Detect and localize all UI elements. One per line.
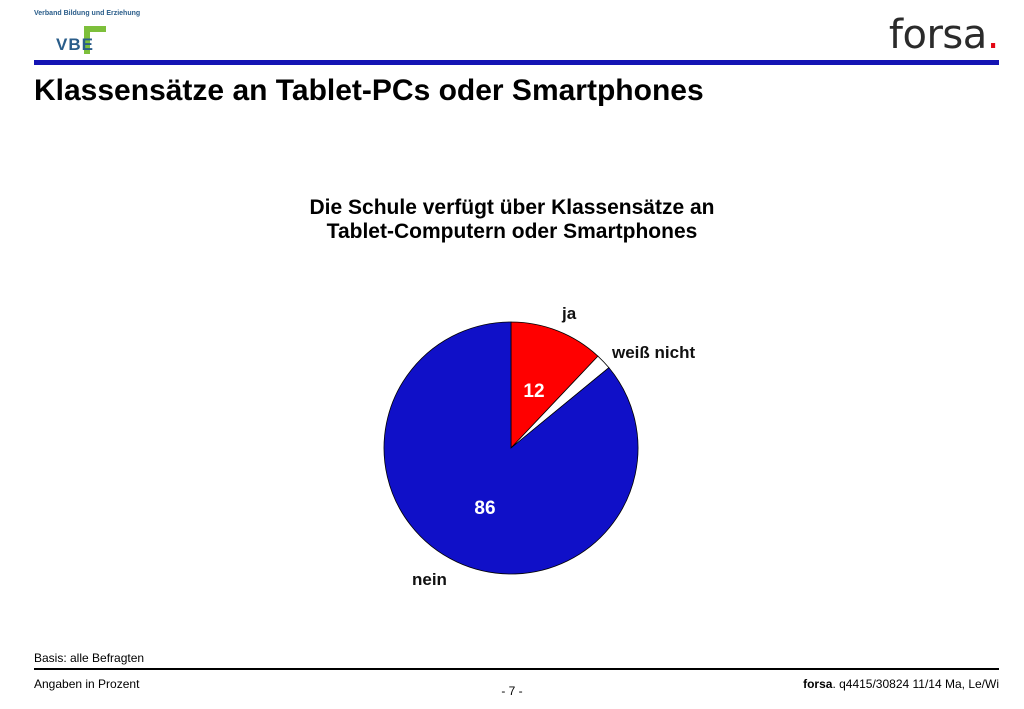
footer-reference-brand: forsa (803, 677, 833, 691)
pie-slice-ja (510, 321, 599, 450)
chart-title: Die Schule verfügt über Klassensätze an … (0, 196, 1024, 244)
chart-title-line-1: Die Schule verfügt über Klassensätze an (309, 196, 715, 219)
page-number: - 7 - (501, 684, 523, 698)
forsa-logo: forsa. (888, 12, 1000, 58)
vbe-logo-subtitle: Verband Bildung und Erziehung (34, 10, 141, 17)
vbe-logo: Verband Bildung und Erziehung VBE (34, 10, 140, 58)
value-ja: 12 (523, 381, 544, 402)
label-nein: nein (412, 570, 447, 589)
header-rule (34, 60, 999, 65)
unit-note: Angaben in Prozent (34, 677, 140, 691)
label-ja: ja (561, 304, 577, 323)
value-nein: 86 (474, 498, 495, 519)
basis-note: Basis: alle Befragten (34, 651, 145, 665)
forsa-logo-text: forsa (888, 12, 987, 58)
forsa-logo-dot: . (986, 12, 1000, 58)
page-title: Klassensätze an Tablet-PCs oder Smartpho… (34, 74, 704, 107)
footer-reference-text: . q4415/30824 11/14 Ma, Le/Wi (832, 677, 999, 691)
label-weiss-nicht: weiß nicht (611, 343, 695, 362)
chart-title-line-2: Tablet-Computern oder Smartphones (326, 220, 698, 243)
vbe-logo-letters: VBE (56, 35, 94, 54)
footer-reference: forsa. q4415/30824 11/14 Ma, Le/Wi (803, 677, 999, 691)
pie-slice-nein (383, 321, 639, 575)
vbe-logo-shape (84, 26, 106, 54)
footer-rule (34, 668, 999, 670)
